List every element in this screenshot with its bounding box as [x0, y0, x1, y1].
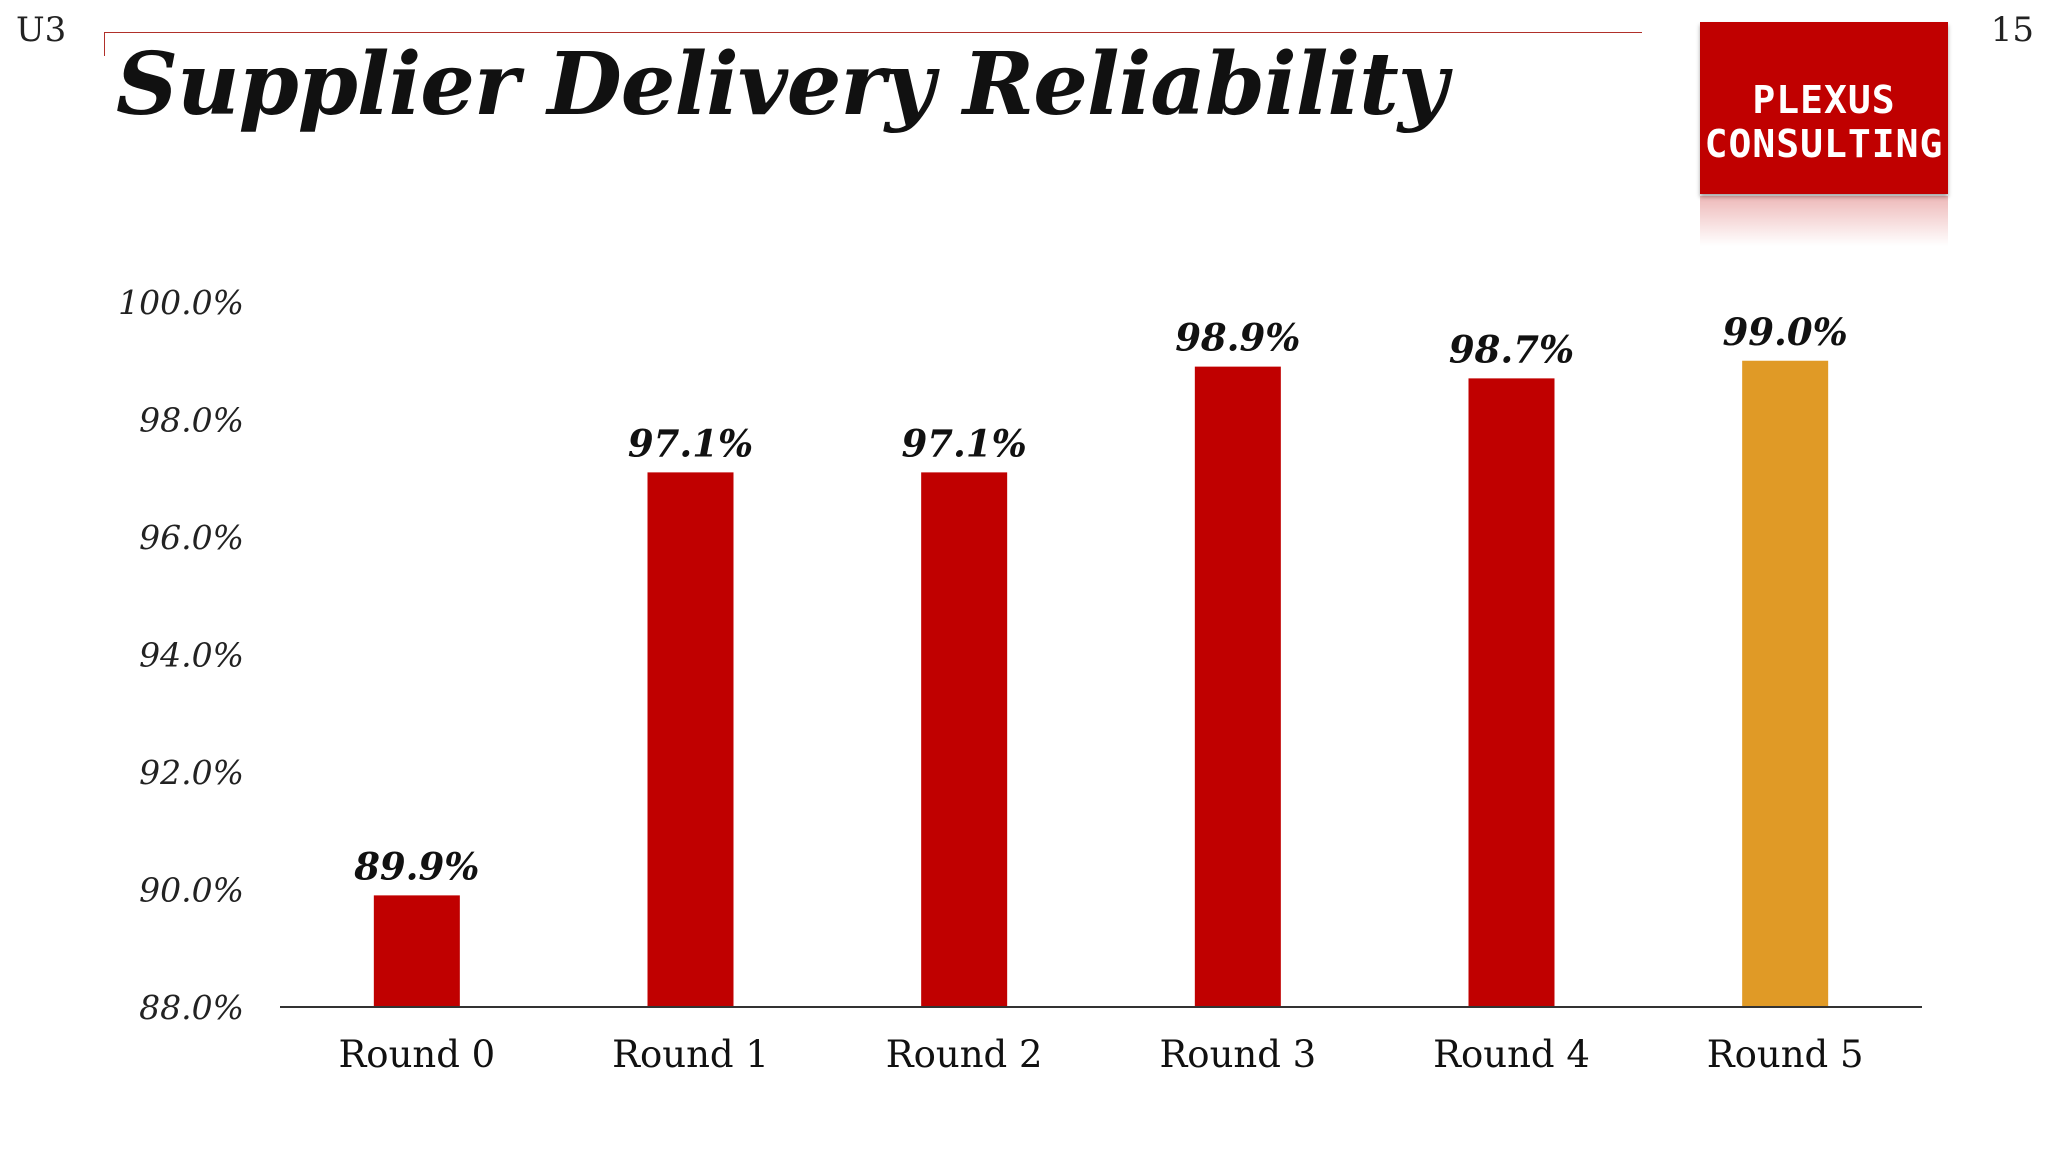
- bar-round-3: [1194, 366, 1281, 1007]
- title-rule-tick: [104, 32, 105, 56]
- y-tick-label: 98.0%: [139, 401, 244, 440]
- y-tick-label: 94.0%: [139, 636, 244, 675]
- logo-text-line-2: CONSULTING: [1704, 122, 1944, 166]
- page-number: 15: [1990, 10, 2034, 50]
- data-label: 98.9%: [1175, 316, 1300, 360]
- x-tick-label: Round 0: [338, 1033, 495, 1076]
- y-tick-label: 90.0%: [139, 871, 244, 910]
- y-tick-label: 100.0%: [118, 283, 244, 322]
- x-axis-labels: Round 0 Round 1 Round 2 Round 3 Round 4 Round…: [338, 1033, 1863, 1076]
- plexus-consulting-logo: PLEXUS CONSULTING: [1700, 22, 1948, 194]
- bars: [373, 360, 1829, 1007]
- section-label: U3: [16, 10, 67, 50]
- x-tick-label: Round 4: [1433, 1033, 1590, 1076]
- x-tick-label: Round 5: [1707, 1033, 1864, 1076]
- bar-round-1: [647, 472, 734, 1007]
- bar-round-4: [1468, 378, 1555, 1007]
- logo-text-line-1: PLEXUS: [1752, 78, 1896, 122]
- bar-round-2: [921, 472, 1008, 1007]
- y-tick-label: 96.0%: [139, 518, 244, 557]
- x-tick-label: Round 2: [886, 1033, 1043, 1076]
- data-labels: 89.9% 97.1% 97.1% 98.9% 98.7% 99.0%: [353, 310, 1848, 889]
- y-tick-label: 88.0%: [139, 988, 244, 1027]
- y-axis-labels: 88.0% 90.0% 92.0% 94.0% 96.0% 98.0% 100.0%: [118, 283, 244, 1027]
- x-tick-label: Round 1: [612, 1033, 769, 1076]
- data-label: 98.7%: [1449, 327, 1574, 371]
- data-label: 97.1%: [628, 421, 753, 465]
- bar-round-5: [1742, 360, 1829, 1007]
- data-label: 89.9%: [353, 844, 479, 888]
- data-label: 97.1%: [902, 421, 1027, 465]
- y-tick-label: 92.0%: [139, 753, 244, 792]
- data-label: 99.0%: [1723, 310, 1848, 354]
- x-tick-label: Round 3: [1159, 1033, 1316, 1076]
- logo-reflection: [1700, 196, 1948, 246]
- bar-round-0: [373, 895, 460, 1007]
- slide-title: Supplier Delivery Reliability: [116, 34, 1448, 135]
- title-rule: [104, 32, 1642, 33]
